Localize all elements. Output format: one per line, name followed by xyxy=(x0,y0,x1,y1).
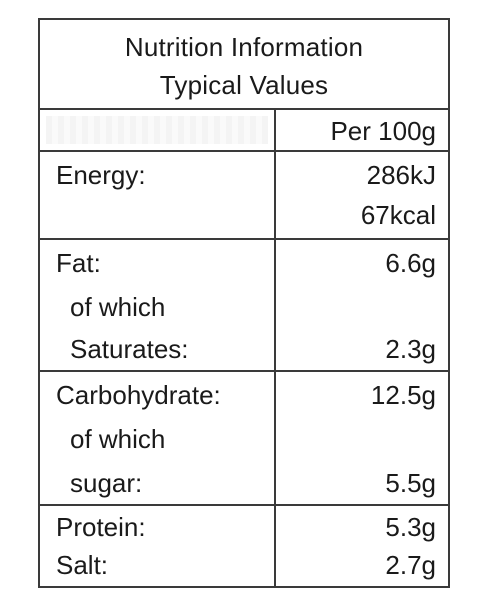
table-row-energy: Energy: 286kJ 67kcal xyxy=(40,152,448,240)
nutrient-label-carbohydrate: Carbohydrate: xyxy=(56,380,221,410)
nutrient-label-salt: Salt: xyxy=(56,550,109,580)
nutrient-cell: Protein: Salt: xyxy=(40,506,276,586)
nutrition-label: Nutrition Information Typical Values Per… xyxy=(38,18,450,588)
value-carbohydrate: 12.5g xyxy=(370,380,436,410)
value-salt: 2.7g xyxy=(385,550,436,580)
table-row-protein-salt: Protein: Salt: 5.3g 2.7g xyxy=(40,506,448,586)
nutrient-cell: Carbohydrate: of which sugar: xyxy=(40,372,276,504)
value-energy-kj: 286kJ xyxy=(366,160,436,190)
nutrient-cell: Fat: of which Saturates: xyxy=(40,240,276,370)
value-fat: 6.6g xyxy=(385,248,436,278)
column-header-row: Per 100g xyxy=(40,110,448,152)
label-subtitle: Typical Values xyxy=(159,70,329,100)
value-protein: 5.3g xyxy=(385,512,436,542)
nutrient-label-energy: Energy: xyxy=(56,160,146,190)
table-row-fat: Fat: of which Saturates: 6.6g 2.3g xyxy=(40,240,448,372)
nutrient-label-saturates: Saturates: xyxy=(70,334,189,364)
value-cell: 6.6g 2.3g xyxy=(276,240,448,370)
blank-cell-shading xyxy=(46,116,268,144)
value-saturates: 2.3g xyxy=(385,334,436,364)
nutrient-label-of-which: of which xyxy=(70,424,166,454)
value-energy-kcal: 67kcal xyxy=(360,200,436,230)
table-row-carbohydrate: Carbohydrate: of which sugar: 12.5g 5.5g xyxy=(40,372,448,506)
value-sugar: 5.5g xyxy=(385,468,436,498)
nutrient-label-fat: Fat: xyxy=(56,248,101,278)
nutrient-cell: Energy: xyxy=(40,152,276,238)
column-header-cell: Per 100g xyxy=(276,110,448,150)
value-cell: 12.5g 5.5g xyxy=(276,372,448,504)
label-header: Nutrition Information Typical Values xyxy=(40,20,448,110)
nutrient-label-sugar: sugar: xyxy=(70,468,143,498)
label-title: Nutrition Information xyxy=(124,32,364,62)
nutrient-label-of-which: of which xyxy=(70,292,166,322)
column-header-blank-cell xyxy=(40,110,276,150)
value-cell: 5.3g 2.7g xyxy=(276,506,448,586)
nutrient-label-protein: Protein: xyxy=(56,512,146,542)
value-cell: 286kJ 67kcal xyxy=(276,152,448,238)
per-100g-header: Per 100g xyxy=(330,116,436,146)
